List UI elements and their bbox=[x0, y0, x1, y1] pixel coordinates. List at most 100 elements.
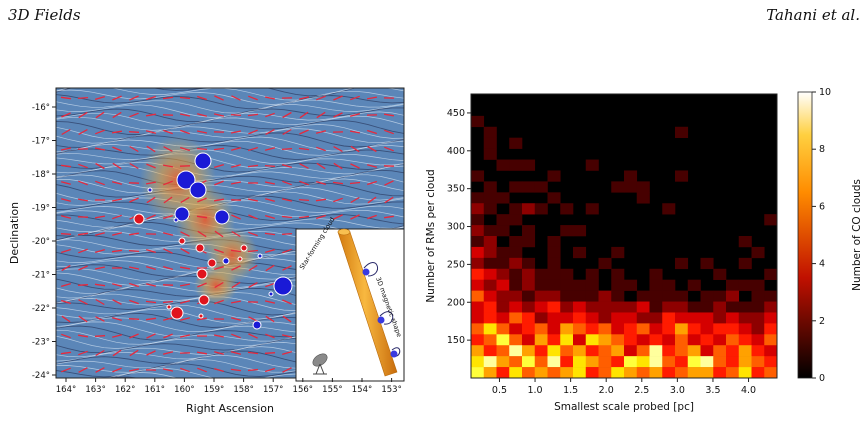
field-vector bbox=[179, 283, 191, 287]
field-vector bbox=[146, 248, 156, 254]
field-vector bbox=[129, 333, 139, 339]
field-vector bbox=[265, 248, 275, 254]
heatmap-cell bbox=[598, 367, 612, 379]
field-vector bbox=[61, 333, 71, 339]
heatmap-cell bbox=[522, 181, 536, 193]
field-vector bbox=[61, 299, 71, 305]
heatmap-cell bbox=[585, 268, 599, 280]
field-vector bbox=[129, 162, 139, 170]
heatmap-cell bbox=[598, 257, 612, 270]
heatmap-cell bbox=[636, 345, 650, 357]
heatmap-cell bbox=[560, 312, 574, 324]
heatmap-cell bbox=[738, 345, 752, 357]
field-vector bbox=[129, 145, 139, 153]
heatmap-cell bbox=[547, 323, 561, 335]
field-vector bbox=[282, 180, 292, 186]
field-vector bbox=[128, 266, 140, 270]
positive-rm-marker bbox=[173, 217, 179, 223]
field-vector bbox=[111, 130, 123, 134]
heatmap-cell bbox=[624, 334, 638, 346]
heatmap-cell bbox=[471, 192, 485, 204]
field-vector bbox=[231, 333, 241, 339]
field-vector bbox=[145, 283, 157, 287]
heatmap-cell bbox=[624, 367, 638, 379]
negative-rm-marker bbox=[198, 294, 210, 306]
field-vector bbox=[384, 146, 394, 152]
heatmap-cell bbox=[522, 356, 536, 368]
telescope-icon bbox=[312, 353, 328, 375]
heatmap-cell bbox=[573, 279, 587, 291]
heatmap-figure: 0.5 1.0 1.5 2.0 2.5 3.0 3.5 4.0 150 200 250 300 350 4… bbox=[425, 87, 863, 413]
field-vector bbox=[197, 367, 207, 373]
field-vector bbox=[78, 265, 88, 271]
negative-rm-marker bbox=[170, 306, 184, 320]
map-ytick-label: -20° bbox=[32, 237, 50, 247]
heatmap-ytick-label: 300 bbox=[447, 222, 465, 233]
field-vector bbox=[95, 95, 105, 101]
field-vector bbox=[95, 316, 105, 322]
field-vector bbox=[162, 368, 174, 372]
heatmap-cell bbox=[713, 301, 727, 313]
heatmap-cell bbox=[624, 345, 638, 357]
field-vector bbox=[163, 317, 173, 321]
heatmap-cell bbox=[547, 334, 561, 346]
heatmap-cell bbox=[751, 356, 765, 368]
field-vector bbox=[282, 163, 292, 169]
heatmap-cell bbox=[547, 345, 561, 357]
map-ytick-label: -21° bbox=[32, 271, 50, 281]
heatmap-cell bbox=[509, 214, 523, 226]
field-vector bbox=[264, 96, 276, 100]
field-vector bbox=[316, 146, 326, 152]
heatmap-cell bbox=[585, 356, 599, 368]
negative-rm-marker bbox=[207, 258, 217, 268]
field-vector bbox=[299, 111, 309, 119]
heatmap-cell bbox=[675, 301, 689, 313]
field-vector bbox=[77, 334, 89, 338]
field-vector bbox=[214, 266, 224, 270]
map-xtick-label: 162° bbox=[115, 385, 135, 395]
heatmap-cell bbox=[662, 301, 676, 313]
heatmap-cell bbox=[509, 203, 523, 215]
heatmap-cell bbox=[483, 257, 497, 270]
heatmap-cell bbox=[764, 268, 778, 280]
heatmap-cell bbox=[471, 367, 485, 379]
field-vector bbox=[179, 266, 191, 270]
heatmap-ytick-label: 350 bbox=[447, 184, 465, 195]
heatmap-cell bbox=[624, 312, 638, 324]
heatmap-cell bbox=[483, 126, 497, 138]
heatmap-cell bbox=[700, 323, 714, 335]
field-vector bbox=[180, 247, 190, 255]
colorbar bbox=[797, 91, 813, 379]
header-right: Tahani et al. bbox=[766, 6, 860, 24]
field-vector bbox=[94, 147, 106, 151]
heatmap-cell bbox=[496, 312, 510, 324]
field-vector bbox=[60, 96, 72, 100]
field-vector bbox=[129, 197, 139, 203]
field-vector bbox=[264, 181, 276, 185]
heatmap-cell bbox=[573, 323, 587, 335]
field-vector bbox=[146, 95, 156, 101]
heatmap-cell bbox=[687, 356, 701, 368]
heatmap-cell bbox=[700, 301, 714, 313]
field-vector bbox=[61, 181, 71, 185]
field-vector bbox=[230, 181, 242, 185]
field-vector bbox=[333, 197, 343, 203]
map-axes-ticks: 164° 163° 162° 161° 160° 159° 158° 157° 156° 155°… bbox=[32, 103, 402, 395]
field-vector bbox=[214, 299, 224, 305]
heatmap-cell bbox=[522, 159, 536, 171]
heatmap-cell bbox=[534, 268, 548, 280]
negative-rm-marker bbox=[178, 237, 186, 245]
field-vector bbox=[213, 113, 225, 117]
field-vector bbox=[95, 129, 105, 135]
heatmap-cell bbox=[471, 268, 485, 280]
heatmap-cell bbox=[624, 323, 638, 335]
field-vector bbox=[78, 350, 88, 356]
heatmap-ticks: 0.5 1.0 1.5 2.0 2.5 3.0 3.5 4.0 150 200 250 300 350 4… bbox=[447, 108, 756, 396]
heatmap-cell bbox=[471, 301, 485, 313]
heatmap-cell bbox=[611, 290, 625, 302]
heatmap-cell bbox=[560, 367, 574, 379]
heatmap-cell bbox=[726, 345, 740, 357]
field-vector bbox=[248, 146, 258, 152]
field-vector bbox=[230, 249, 242, 253]
field-vector bbox=[213, 147, 225, 151]
